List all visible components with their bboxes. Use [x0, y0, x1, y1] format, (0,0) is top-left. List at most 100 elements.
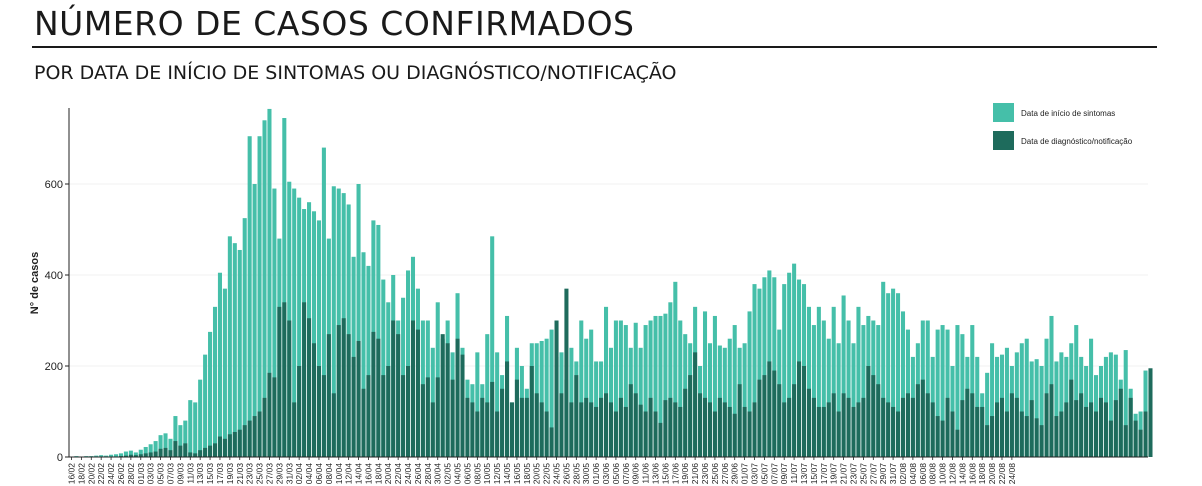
bar-diagnosis [910, 397, 915, 457]
bar-symptom-onset [787, 272, 792, 458]
bar-symptom-onset [544, 338, 549, 457]
bar-symptom-onset [321, 147, 326, 457]
bar-diagnosis [346, 334, 351, 457]
bar-symptom-onset [198, 379, 203, 457]
bar-diagnosis [371, 331, 376, 458]
x-tick-label: 19/07 [829, 463, 839, 485]
bar-diagnosis [1148, 368, 1153, 457]
bar-symptom-onset [940, 325, 945, 457]
y-tick-label: 0 [57, 452, 63, 464]
bar-diagnosis [866, 366, 871, 457]
x-tick-label: 08/05 [472, 463, 482, 485]
bar-diagnosis [688, 375, 693, 457]
bar-symptom-onset [1004, 347, 1009, 457]
bar-diagnosis [584, 397, 589, 457]
bar-symptom-onset [212, 306, 218, 457]
bar-symptom-onset [163, 433, 168, 457]
bar-symptom-onset [217, 272, 222, 458]
page-title: NÚMERO DE CASOS CONFIRMADOS [34, 4, 635, 43]
bar-diagnosis [886, 402, 891, 457]
bar-diagnosis [960, 400, 965, 458]
bar-diagnosis [648, 397, 653, 457]
bar-diagnosis [876, 384, 881, 457]
bar-symptom-onset [851, 343, 856, 457]
bar-diagnosis [549, 427, 554, 457]
bar-diagnosis [153, 451, 158, 457]
bar-diagnosis [1108, 420, 1113, 457]
bar-diagnosis [1074, 400, 1079, 458]
bar-diagnosis [1113, 400, 1118, 458]
bar-diagnosis [475, 411, 480, 457]
bar-diagnosis [198, 450, 203, 458]
bar-diagnosis [524, 397, 529, 457]
x-tick-label: 07/07 [769, 463, 779, 485]
bar-diagnosis [445, 343, 450, 457]
x-tick-label: 20/08 [987, 463, 997, 485]
bar-diagnosis [1064, 402, 1069, 457]
bar-diagnosis [574, 375, 579, 457]
x-tick-label: 25/06 [710, 463, 720, 485]
bar-diagnosis [1019, 411, 1024, 457]
bar-symptom-onset [94, 455, 99, 457]
x-tick-label: 03/03 [146, 463, 156, 485]
bar-diagnosis [277, 306, 282, 457]
y-tick-label: 600 [45, 179, 63, 191]
bar-symptom-onset [297, 197, 302, 457]
bar-diagnosis [465, 397, 470, 457]
bar-diagnosis [495, 411, 500, 457]
x-tick-label: 10/04 [334, 463, 344, 485]
bar-symptom-onset [806, 306, 811, 457]
bar-diagnosis [490, 381, 495, 458]
bar-symptom-onset [1123, 350, 1128, 457]
x-tick-label: 01/07 [740, 463, 750, 485]
bar-diagnosis [227, 434, 232, 457]
bar-symptom-onset [316, 220, 321, 457]
x-tick-label: 01/06 [591, 463, 601, 485]
bar-symptom-onset [643, 325, 648, 457]
bar-diagnosis [539, 402, 544, 457]
bar-diagnosis [658, 422, 663, 458]
x-tick-label: 06/04 [314, 463, 324, 485]
bar-diagnosis [608, 402, 614, 457]
bar-symptom-onset [831, 306, 836, 457]
bar-diagnosis [896, 411, 901, 457]
x-tick-label: 15/03 [205, 463, 215, 485]
bar-diagnosis [559, 393, 564, 457]
x-tick-label: 03/06 [601, 463, 611, 485]
x-tick-label: 04/08 [908, 463, 918, 485]
bar-diagnosis [331, 393, 336, 457]
bar-symptom-onset [762, 277, 767, 457]
bar-diagnosis [633, 393, 638, 457]
bar-symptom-onset [227, 236, 232, 457]
bar-diagnosis [272, 377, 277, 458]
bar-symptom-onset [346, 204, 351, 457]
bar-diagnosis [668, 397, 673, 457]
bar-diagnosis [841, 393, 846, 457]
bar-diagnosis [742, 406, 747, 457]
x-tick-label: 21/07 [839, 463, 849, 485]
bar-diagnosis [420, 384, 425, 457]
bar-symptom-onset [133, 452, 138, 457]
x-tick-label: 28/04 [423, 463, 433, 485]
x-tick-label: 25/03 [255, 463, 265, 485]
bar-diagnosis [821, 406, 826, 457]
bar-symptom-onset [1089, 338, 1094, 457]
bar-symptom-onset [406, 270, 411, 457]
bar-symptom-onset [222, 288, 227, 457]
x-tick-label: 16/02 [66, 463, 76, 485]
bar-symptom-onset [623, 325, 628, 457]
x-tick-label: 11/07 [789, 463, 799, 484]
bar-symptom-onset [118, 453, 123, 457]
bar-symptom-onset [257, 136, 262, 457]
x-tick-label: 03/07 [750, 463, 760, 485]
bar-symptom-onset [287, 181, 292, 457]
bar-diagnosis [638, 404, 643, 458]
bar-symptom-onset [752, 284, 757, 457]
bar-symptom-onset [990, 343, 995, 457]
bar-symptom-onset [712, 315, 717, 457]
bar-diagnosis [133, 455, 138, 457]
bar-diagnosis [128, 454, 133, 457]
bar-diagnosis [237, 429, 242, 457]
bar-diagnosis [678, 406, 683, 457]
bar-diagnosis [1039, 425, 1044, 457]
